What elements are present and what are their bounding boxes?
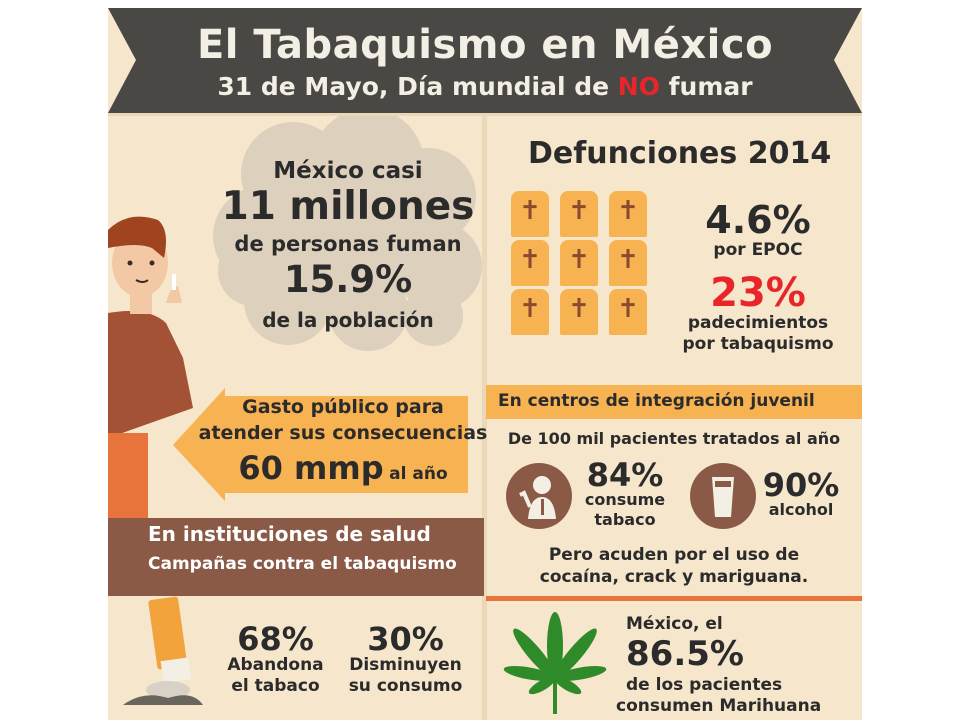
title-banner bbox=[108, 8, 862, 113]
spending-amount: 60 mmp al año bbox=[218, 449, 468, 487]
tombstone-icon: ✝ bbox=[511, 240, 549, 286]
subtitle-prefix: 31 de Mayo, Día mundial de bbox=[217, 72, 618, 101]
deaths-epoc-value: 4.6% bbox=[705, 198, 811, 242]
smokers-count: 11 millones bbox=[221, 184, 475, 229]
youth-alcohol-value: 90% bbox=[762, 466, 840, 504]
marijuana-line3: consumen Marihuana bbox=[616, 696, 822, 716]
health-stat2-line2: su consumo bbox=[348, 676, 463, 696]
cross-icon: ✝ bbox=[568, 196, 590, 226]
cross-icon: ✝ bbox=[519, 196, 541, 226]
cross-icon: ✝ bbox=[568, 245, 590, 275]
youth-note-line2: cocaína, crack y mariguana. bbox=[539, 567, 809, 587]
smoker-icon bbox=[519, 476, 556, 519]
smokers-line3: de personas fuman bbox=[234, 232, 462, 256]
spending-period: al año bbox=[389, 464, 448, 484]
marijuana-line2: de los pacientes bbox=[626, 675, 783, 695]
health-stat2-line1: Disminuyen bbox=[349, 655, 462, 675]
deaths-tobacco-line2: por tabaquismo bbox=[682, 334, 834, 354]
cigarette-butt-icon bbox=[123, 596, 203, 705]
smoking-person bbox=[108, 216, 193, 523]
page-subtitle: 31 de Mayo, Día mundial de NO fumar bbox=[108, 72, 862, 101]
marijuana-line1: México, el bbox=[626, 614, 723, 634]
smokers-line5: de la población bbox=[262, 308, 434, 332]
tombstone-icon: ✝ bbox=[511, 191, 549, 237]
spending-value: 60 mmp bbox=[238, 449, 384, 487]
smoke-cloud bbox=[213, 116, 482, 351]
tombstone-icon: ✝ bbox=[560, 240, 598, 286]
cross-icon: ✝ bbox=[617, 245, 639, 275]
youth-band bbox=[486, 385, 862, 419]
tombstone-icon: ✝ bbox=[609, 289, 647, 335]
youth-alcohol-label: alcohol bbox=[768, 500, 834, 519]
deaths-epoc-label: por EPOC bbox=[713, 240, 803, 260]
cross-icon: ✝ bbox=[617, 294, 639, 324]
smokers-percent: 15.9% bbox=[283, 258, 413, 301]
column-divider bbox=[482, 116, 487, 720]
youth-note-line1: Pero acuden por el uso de bbox=[548, 545, 800, 565]
section-separator bbox=[486, 596, 862, 601]
cross-icon: ✝ bbox=[568, 294, 590, 324]
tombstone-icon: ✝ bbox=[511, 289, 549, 335]
marijuana-leaf-icon bbox=[503, 612, 607, 714]
deaths-tobacco-line1: padecimientos bbox=[687, 313, 829, 333]
tombstone-icon: ✝ bbox=[560, 191, 598, 237]
youth-tobacco-line1: consume bbox=[584, 490, 666, 509]
subtitle-suffix: fumar bbox=[659, 72, 753, 101]
glass-icon bbox=[712, 477, 734, 517]
tombstone-icon: ✝ bbox=[609, 191, 647, 237]
tombstone-icon: ✝ bbox=[560, 289, 598, 335]
youth-tobacco-line2: tabaco bbox=[594, 510, 656, 529]
cross-icon: ✝ bbox=[617, 196, 639, 226]
youth-intro: De 100 mil pacientes tratados al año bbox=[507, 429, 841, 448]
marijuana-value: 86.5% bbox=[626, 634, 744, 674]
health-band bbox=[108, 518, 484, 596]
health-stat2-value: 30% bbox=[367, 620, 444, 658]
health-stat1-value: 68% bbox=[237, 620, 314, 658]
youth-title: En centros de integración juvenil bbox=[498, 391, 815, 411]
cross-icon: ✝ bbox=[519, 245, 541, 275]
tombstone-icon: ✝ bbox=[609, 240, 647, 286]
spending-line2: atender sus consecuencias bbox=[198, 422, 488, 444]
spending-arrow bbox=[173, 388, 468, 501]
page-title: El Tabaquismo en México bbox=[196, 22, 774, 68]
infographic: El Tabaquismo en México 31 de Mayo, Día … bbox=[108, 8, 862, 720]
health-subtitle: Campañas contra el tabaquismo bbox=[148, 554, 457, 574]
smokers-line1: México casi bbox=[273, 158, 423, 184]
deaths-tobacco-value: 23% bbox=[710, 270, 806, 316]
deaths-title: Defunciones 2014 bbox=[528, 136, 832, 171]
health-stat1-line2: el tabaco bbox=[231, 676, 320, 696]
cross-icon: ✝ bbox=[519, 294, 541, 324]
subtitle-no: NO bbox=[617, 72, 660, 101]
youth-tobacco-value: 84% bbox=[586, 456, 664, 494]
health-title: En instituciones de salud bbox=[148, 522, 431, 546]
spending-line1: Gasto público para bbox=[242, 396, 444, 418]
health-stat1-line1: Abandona bbox=[227, 655, 324, 675]
row-divider bbox=[108, 113, 862, 116]
